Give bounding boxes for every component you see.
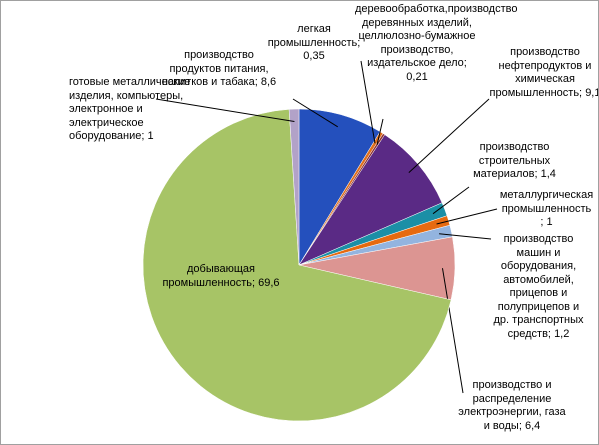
leader-line: [360, 60, 376, 144]
category-label: легкая промышленность;: [267, 23, 361, 49]
data-label: легкая промышленность; 0,35: [263, 23, 365, 64]
value-label: 8,6: [260, 76, 277, 88]
data-label: производство продуктов питания, напитков…: [159, 49, 279, 90]
data-label: деревообработка,производство деревянных …: [355, 3, 517, 84]
category-label: производство и распределение электроэнер…: [458, 379, 566, 432]
category-label: металлургическая промышленность ;: [499, 189, 594, 228]
leader-line: [408, 98, 490, 173]
pie-slice: [142, 109, 452, 422]
value-label: 9,1: [585, 86, 599, 99]
data-label: производство машин и оборудования, автом…: [491, 233, 586, 341]
leader-line: [436, 208, 498, 225]
pie-slice: [288, 108, 300, 266]
data-label: металлургическая промышленность ; 1: [499, 189, 594, 230]
value-label: 6,4: [524, 419, 541, 432]
category-label: производство продуктов питания, напитков…: [161, 49, 269, 88]
leader-line: [376, 118, 384, 145]
pie-slice: [298, 108, 381, 266]
data-label: производство и распределение электроэнер…: [457, 379, 567, 433]
leader-line: [155, 98, 295, 123]
data-label: готовые металлические изделия, компьютер…: [69, 76, 219, 144]
value-label: 1,4: [540, 168, 556, 180]
category-label: добывающая промышленность;: [162, 263, 256, 289]
leader-line: [439, 233, 492, 240]
data-label: производство нефтепродуктов и химическая…: [489, 46, 599, 100]
value-label: 1,2: [554, 327, 570, 340]
category-label: деревообработка,производство деревянных …: [355, 3, 518, 69]
value-label: 1: [147, 130, 154, 142]
category-label: производство нефтепродуктов и химическая…: [489, 46, 592, 99]
value-label: 0,21: [406, 70, 428, 83]
value-label: 1: [546, 216, 553, 228]
data-label: производство строительных материалов; 1,…: [467, 141, 562, 182]
leader-line: [432, 186, 470, 215]
value-label: 0,35: [303, 50, 325, 62]
pie-slice: [298, 134, 443, 266]
category-label: готовые металлические изделия, компьютер…: [69, 76, 191, 142]
value-label: 69,6: [258, 276, 280, 289]
category-label: производство машин и оборудования, автом…: [493, 233, 584, 340]
data-label: добывающая промышленность; 69,6: [161, 263, 281, 290]
category-label: производство строительных материалов;: [473, 141, 551, 180]
leader-line: [441, 268, 464, 394]
leader-line: [292, 98, 339, 128]
